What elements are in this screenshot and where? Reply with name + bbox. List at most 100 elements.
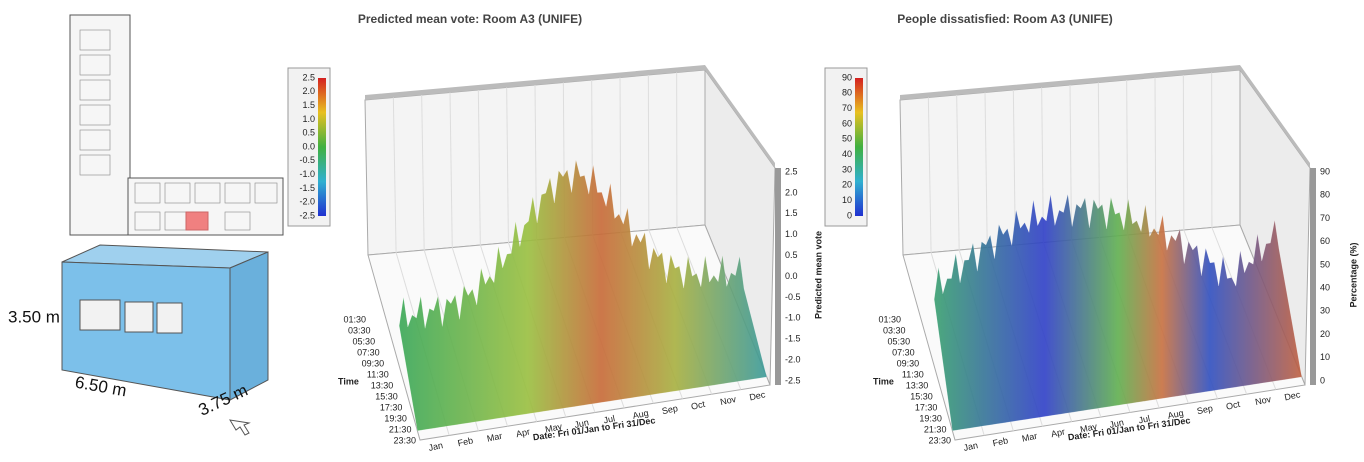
- colorbar-tick-label: 60: [842, 118, 852, 128]
- colorbar-tick-label: 80: [842, 88, 852, 98]
- z-tick-label: 1.0: [785, 229, 798, 239]
- colorbar-tick-label: 2.5: [302, 72, 315, 82]
- time-tick-label: 01:30: [878, 314, 901, 324]
- z-tick-label: 0.0: [785, 271, 798, 281]
- time-tick-label: 23:30: [393, 435, 416, 445]
- time-tick-label: 17:30: [915, 402, 938, 412]
- colorbar-tick-label: 1.5: [302, 100, 315, 110]
- time-tick-label: 03:30: [883, 325, 906, 335]
- time-tick-label: 09:30: [362, 358, 385, 368]
- right-rim: [1310, 168, 1316, 385]
- time-axis-label: Time: [338, 376, 359, 386]
- time-tick-label: 07:30: [357, 347, 380, 357]
- time-tick-label: 05:30: [888, 336, 911, 346]
- charts: Predicted mean vote: Room A3 (UNIFE) 2.5 2…: [288, 12, 1358, 453]
- month-tick-label: Sep: [661, 403, 679, 416]
- month-tick-label: Jan: [963, 440, 979, 453]
- z-tick-label: -1.5: [785, 334, 801, 344]
- colorbar-tick-label: 0: [847, 210, 852, 220]
- time-tick-label: 15:30: [375, 391, 398, 401]
- room-height: 3.50 m: [8, 307, 60, 326]
- colorbar: [318, 78, 326, 216]
- month-tick-label: Oct: [690, 399, 706, 412]
- time-tick-label: 23:30: [928, 435, 951, 445]
- month-tick-label: Apr: [515, 426, 531, 439]
- month-tick-label: Sep: [1196, 403, 1214, 416]
- time-tick-label: 21:30: [924, 424, 947, 434]
- colorbar: [855, 78, 863, 216]
- month-tick-label: Nov: [1254, 394, 1272, 407]
- grid-line: [648, 75, 649, 230]
- month-tick-label: Feb: [992, 435, 1009, 448]
- colorbar-tick-label: 2.0: [302, 86, 315, 96]
- z-tick-label: 80: [1320, 190, 1330, 200]
- colorbar-tick-label: 0.0: [302, 141, 315, 151]
- room-box: [62, 245, 268, 435]
- z-tick-label: -2.5: [785, 375, 801, 385]
- chart-title: People dissatisfied: Room A3 (UNIFE): [897, 12, 1113, 26]
- z-tick-label: 40: [1320, 282, 1330, 292]
- colorbar-tick-label: -2.5: [299, 210, 315, 220]
- month-tick-label: Dec: [748, 389, 766, 402]
- z-tick-label: 30: [1320, 306, 1330, 316]
- time-tick-label: 03:30: [348, 325, 371, 335]
- time-tick-label: 01:30: [343, 314, 366, 324]
- time-tick-label: 13:30: [371, 380, 394, 390]
- colorbar-tick-label: 50: [842, 134, 852, 144]
- z-tick-label: 50: [1320, 259, 1330, 269]
- surface-chart: Predicted mean vote: Room A3 (UNIFE) 2.5 2…: [288, 12, 823, 453]
- colorbar-tick-label: -2.0: [299, 197, 315, 207]
- time-tick-label: 21:30: [389, 424, 412, 434]
- time-tick-label: 15:30: [910, 391, 933, 401]
- month-tick-label: Jan: [428, 440, 444, 453]
- time-tick-label: 17:30: [380, 402, 403, 412]
- month-tick-label: Dec: [1283, 389, 1301, 402]
- z-tick-label: -1.0: [785, 313, 801, 323]
- colorbar-tick-label: 30: [842, 164, 852, 174]
- time-tick-label: 09:30: [897, 358, 920, 368]
- colorbar-tick-label: 70: [842, 103, 852, 113]
- z-tick-label: 60: [1320, 236, 1330, 246]
- colorbar-tick-label: -1.5: [299, 183, 315, 193]
- z-tick-label: 1.5: [785, 208, 798, 218]
- z-tick-label: 90: [1320, 166, 1330, 176]
- z-tick-label: 0: [1320, 375, 1325, 385]
- time-tick-label: 11:30: [902, 369, 924, 379]
- colorbar-tick-label: -1.0: [299, 169, 315, 179]
- right-rim: [775, 168, 781, 385]
- surface-chart: People dissatisfied: Room A3 (UNIFE) 90 80…: [825, 12, 1358, 453]
- colorbar-tick-label: -0.5: [299, 155, 315, 165]
- time-tick-label: 13:30: [906, 380, 929, 390]
- time-axis-label: Time: [873, 376, 894, 386]
- month-tick-label: Feb: [457, 435, 474, 448]
- colorbar-tick-label: 90: [842, 72, 852, 82]
- z-tick-label: 2.5: [785, 166, 798, 176]
- z-tick-label: 2.0: [785, 187, 798, 197]
- colorbar-tick-label: 20: [842, 180, 852, 190]
- month-tick-label: Mar: [486, 431, 503, 444]
- z-tick-label: 0.5: [785, 250, 798, 260]
- z-axis-label: Percentage (%): [1348, 242, 1358, 307]
- time-tick-label: 05:30: [353, 336, 376, 346]
- month-tick-label: Oct: [1225, 399, 1241, 412]
- z-tick-label: 20: [1320, 329, 1330, 339]
- month-tick-label: Mar: [1021, 431, 1038, 444]
- chart-title: Predicted mean vote: Room A3 (UNIFE): [358, 12, 582, 26]
- z-tick-label: -2.0: [785, 354, 801, 364]
- time-tick-label: 19:30: [919, 413, 942, 423]
- z-axis-label: Predicted mean vote: [813, 231, 823, 319]
- month-tick-label: Apr: [1050, 426, 1066, 439]
- colorbar-tick-label: 40: [842, 149, 852, 159]
- colorbar-tick-label: 1.0: [302, 114, 315, 124]
- z-tick-label: 70: [1320, 213, 1330, 223]
- colorbar-tick-label: 0.5: [302, 128, 315, 138]
- colorbar-tick-label: 10: [842, 195, 852, 205]
- month-tick-label: Nov: [719, 394, 737, 407]
- z-tick-label: -0.5: [785, 292, 801, 302]
- time-tick-label: 07:30: [892, 347, 915, 357]
- grid-line: [1183, 75, 1184, 230]
- z-tick-label: 10: [1320, 352, 1330, 362]
- time-tick-label: 11:30: [367, 369, 389, 379]
- floor-plan: [70, 15, 283, 235]
